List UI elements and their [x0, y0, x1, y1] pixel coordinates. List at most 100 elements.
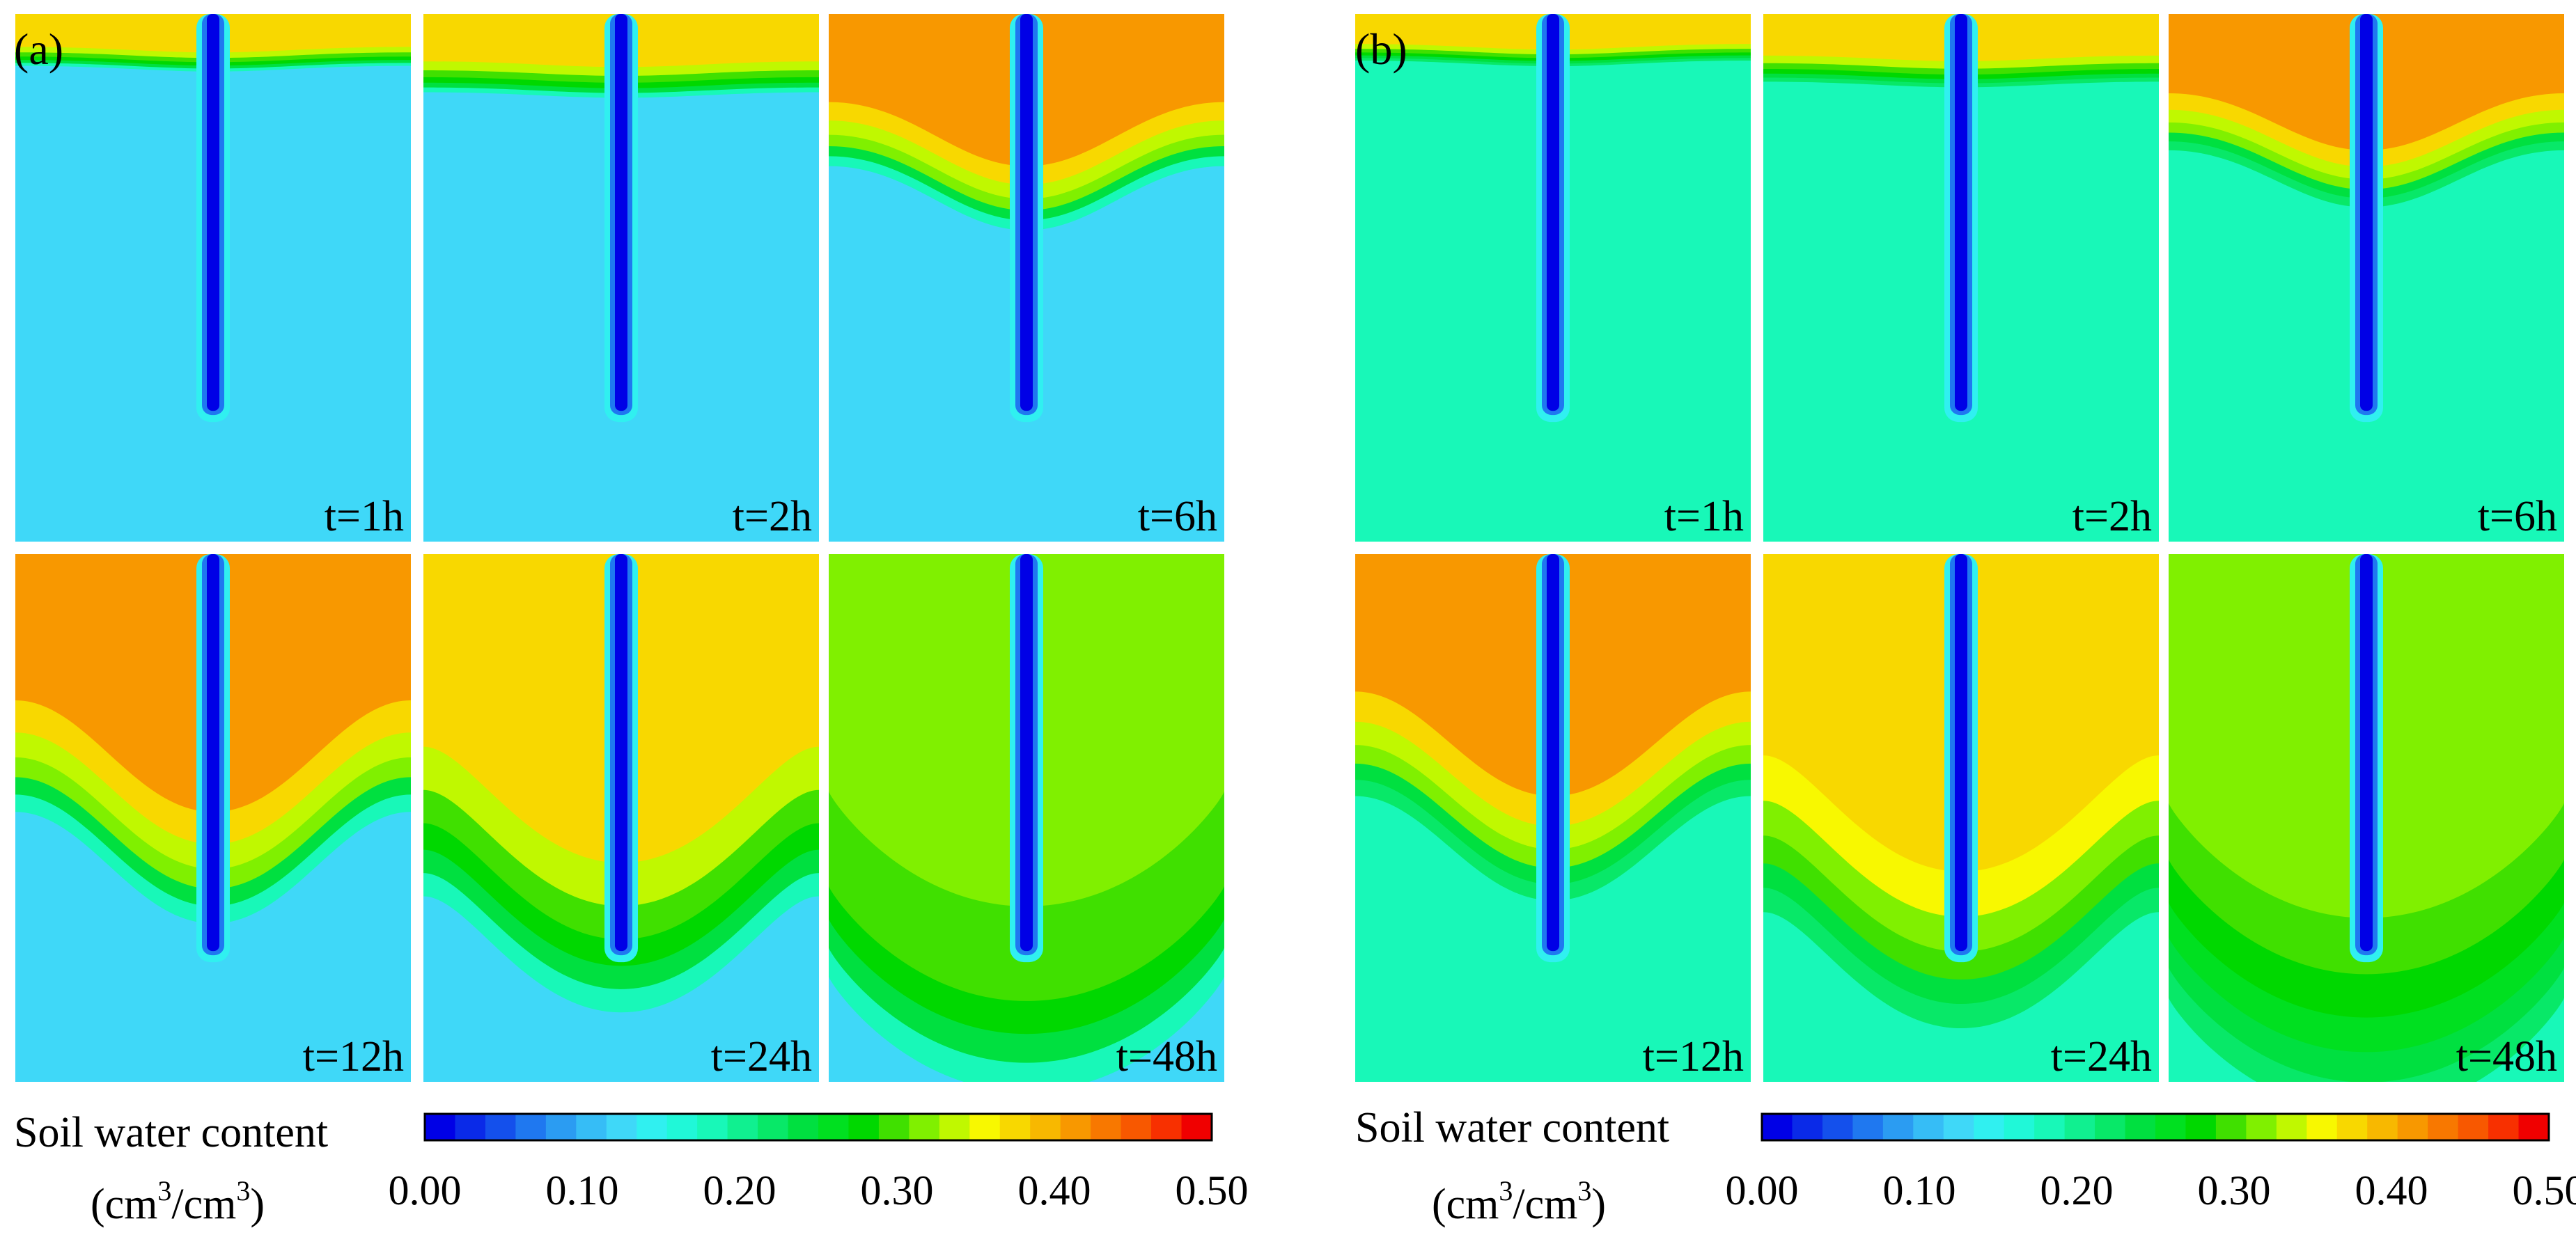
colorbar-title-b: Soil water content: [1355, 1104, 1669, 1151]
rod-core: [615, 14, 627, 411]
colorbar-scale-a: 0.00 0.10 0.20 0.30 0.40 0.50: [389, 1112, 1249, 1213]
panel-b-12h: [1355, 554, 1751, 1082]
colorbar-title-a: Soil water content: [14, 1109, 328, 1156]
time-label: t=6h: [2478, 493, 2557, 540]
time-label: t=24h: [711, 1033, 812, 1080]
colorbar-segment: [2246, 1114, 2277, 1140]
colorbar-segment: [515, 1114, 547, 1140]
colorbar-units-b: (cm3/cm3): [1432, 1175, 1606, 1228]
colorbar-segment: [818, 1114, 850, 1140]
panel-b-6h: [2169, 14, 2564, 542]
panel-a-12h: [15, 554, 411, 1082]
colorbar-segment: [2367, 1114, 2398, 1140]
colorbar-segment: [2034, 1114, 2066, 1140]
colorbar-segment: [2004, 1114, 2035, 1140]
colorbar-segment: [1943, 1114, 1974, 1140]
colorbar-segment: [576, 1114, 607, 1140]
time-label: t=48h: [2456, 1033, 2557, 1080]
colorbar-segment: [1822, 1114, 1853, 1140]
time-label: t=1h: [1664, 493, 1744, 540]
colorbar-segment: [969, 1114, 1001, 1140]
colorbar-scale-b: 0.00 0.10 0.20 0.30 0.40 0.50: [1726, 1112, 2576, 1213]
colorbar-segment: [2064, 1114, 2095, 1140]
colorbar-segment: [1091, 1114, 1122, 1140]
time-label: t=12h: [1643, 1033, 1744, 1080]
colorbar-segment: [2518, 1114, 2550, 1140]
colorbar-tick-label: 0.20: [2040, 1167, 2114, 1213]
colorbar-segment: [999, 1114, 1031, 1140]
rod-core: [1955, 14, 1967, 411]
colorbar-segment: [1792, 1114, 1823, 1140]
colorbar-segment: [727, 1114, 758, 1140]
colorbar-tick-label: 0.10: [546, 1167, 619, 1213]
colorbar-segment: [1882, 1114, 1914, 1140]
colorbar-segment: [666, 1114, 698, 1140]
colorbar-segment: [788, 1114, 819, 1140]
colorbar-tick-label: 0.50: [2513, 1167, 2576, 1213]
colorbar-tick-label: 0.00: [1726, 1167, 1799, 1213]
rod-core: [1547, 14, 1559, 411]
panels-b: t=1h t=2h t=6h t=12h t=24h t=48h: [1355, 14, 2564, 1082]
colorbar-a: Soil water content (cm3/cm3) 0.00 0.10 0.2…: [14, 1109, 1249, 1228]
panel-a-1h: [15, 14, 411, 542]
panel-a-6h: [829, 14, 1224, 542]
colorbar-tick-label: 0.50: [1176, 1167, 1249, 1213]
panel-b-2h: [1763, 14, 2159, 542]
colorbar-tick-label: 0.20: [703, 1167, 776, 1213]
colorbar-tick-label: 0.30: [861, 1167, 934, 1213]
colorbar-segment: [2095, 1114, 2126, 1140]
colorbar-segment: [939, 1114, 970, 1140]
colorbar-segment: [697, 1114, 728, 1140]
rod-core: [1020, 554, 1033, 952]
colorbar-segment: [878, 1114, 910, 1140]
colorbar-tick-label: 0.10: [1883, 1167, 1956, 1213]
panel-b-24h: [1763, 554, 2159, 1082]
colorbar-segment: [2276, 1114, 2307, 1140]
colorbar-segment: [2458, 1114, 2489, 1140]
panel-b-1h: [1355, 14, 1751, 542]
rod-core: [207, 554, 219, 952]
colorbar-segment: [1762, 1114, 1793, 1140]
colorbar-segment: [1181, 1114, 1212, 1140]
colorbar-segment: [1121, 1114, 1152, 1140]
colorbar-segment: [2336, 1114, 2368, 1140]
time-label: t=24h: [2051, 1033, 2152, 1080]
colorbar-segment: [425, 1114, 456, 1140]
colorbar-segment: [2215, 1114, 2247, 1140]
colorbar-segment: [758, 1114, 789, 1140]
colorbar-frame: [1761, 1112, 2550, 1142]
colorbar-segment: [1151, 1114, 1182, 1140]
rod-core: [615, 554, 627, 952]
rod-core: [1020, 14, 1033, 411]
colorbar-segment: [2306, 1114, 2338, 1140]
colorbar-segment: [485, 1114, 516, 1140]
panel-b-48h: [2169, 554, 2564, 1082]
colorbar-tick-label: 0.40: [2355, 1167, 2428, 1213]
colorbar-segment: [606, 1114, 637, 1140]
group-b: t=1h t=2h t=6h t=12h t=24h t=48h (b) Soil wat…: [1355, 14, 2576, 1228]
colorbar-units-a: (cm3/cm3): [91, 1175, 265, 1228]
colorbar-segment: [909, 1114, 940, 1140]
colorbar-segment: [2185, 1114, 2217, 1140]
panel-a-2h: [423, 14, 819, 542]
colorbar-segment: [2428, 1114, 2459, 1140]
colorbar-segment: [2125, 1114, 2156, 1140]
panel-a-24h: [423, 554, 819, 1082]
colorbar-frame: [423, 1112, 1213, 1142]
colorbar-tick-label: 0.00: [389, 1167, 462, 1213]
time-label: t=2h: [733, 493, 812, 540]
rod-core: [2360, 14, 2373, 411]
group-label-b: (b): [1355, 24, 1407, 74]
time-label: t=2h: [2072, 493, 2152, 540]
rod-core: [207, 14, 219, 411]
colorbar-segment: [2397, 1114, 2428, 1140]
time-label: t=1h: [325, 493, 404, 540]
colorbar-segment: [1913, 1114, 1944, 1140]
group-a: t=1h t=2h t=6h t=12h t=24h t=48h (a) Soil wat…: [14, 14, 1249, 1228]
time-label: t=12h: [303, 1033, 404, 1080]
colorbar-segment: [1974, 1114, 2005, 1140]
colorbar-segment: [1060, 1114, 1091, 1140]
panels-a: t=1h t=2h t=6h t=12h t=24h t=48h: [15, 14, 1224, 1082]
rod-core: [1547, 554, 1559, 952]
